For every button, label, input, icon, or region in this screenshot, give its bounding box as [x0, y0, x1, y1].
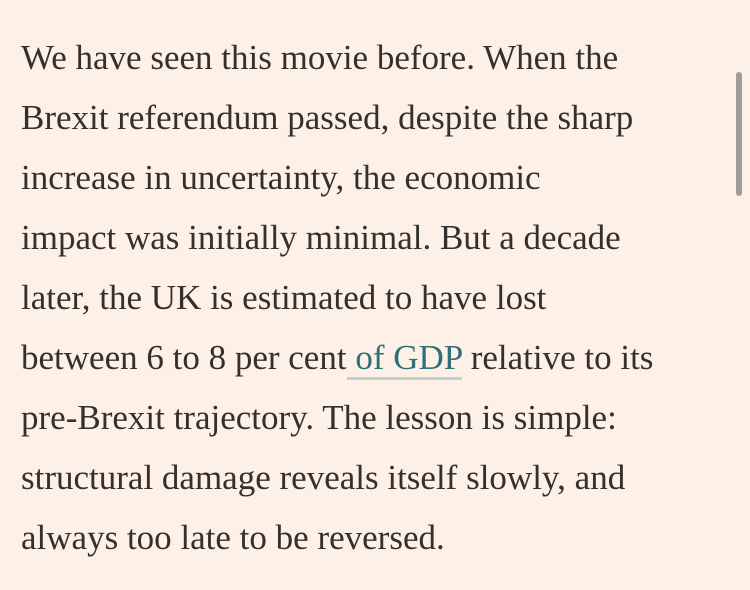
scrollbar-thumb[interactable] [736, 72, 742, 196]
text-segment: relative to its [461, 338, 654, 377]
text-line: structural damage reveals itself slowly,… [21, 458, 626, 497]
text-segment: between 6 to 8 per cent [21, 338, 347, 377]
text-line: impact was initially minimal. But a deca… [21, 218, 621, 257]
text-line: Brexit referendum passed, despite the sh… [21, 98, 634, 137]
text-line: pre-Brexit trajectory. The lesson is sim… [21, 398, 617, 437]
text-line: increase in uncertainty, the economic [21, 158, 541, 197]
text-line: always too late to be reversed. [21, 518, 445, 557]
text-line: later, the UK is estimated to have lost [21, 278, 547, 317]
gdp-link[interactable]: of GDP [346, 338, 462, 380]
article-paragraph: We have seen this movie before. When the… [21, 28, 653, 568]
text-line: between 6 to 8 per cent of GDP relative … [21, 328, 653, 388]
text-line: We have seen this movie before. When the [21, 38, 619, 77]
